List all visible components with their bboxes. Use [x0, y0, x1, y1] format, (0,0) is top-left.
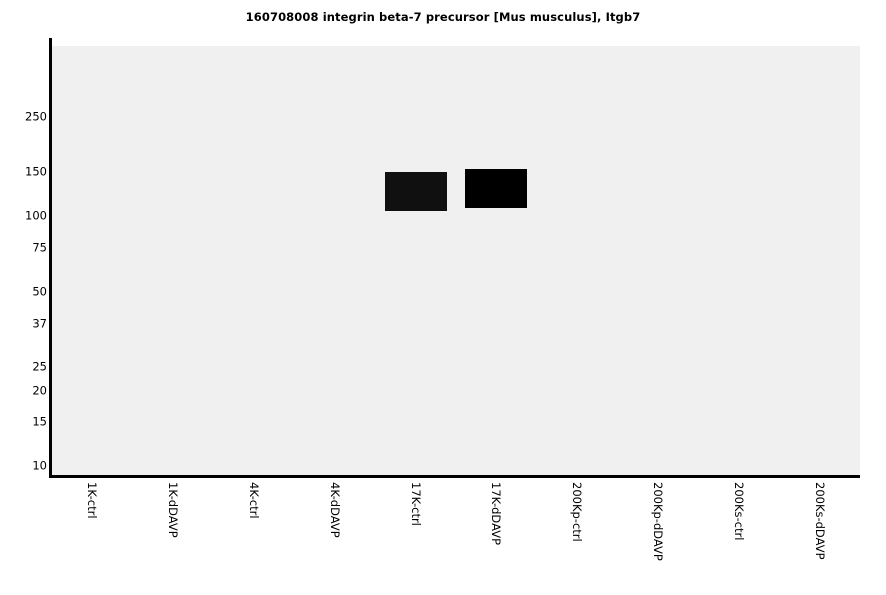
y-tick-label: 20	[32, 383, 47, 398]
x-tick-label-200kp-ddavp: 200Kp-dDAVP	[651, 482, 665, 561]
plot-area	[52, 46, 860, 477]
y-tick-label: 15	[32, 414, 47, 429]
protein-band-17k-ctrl	[384, 172, 447, 212]
y-axis-spine	[49, 38, 52, 478]
x-tick-label-17k-ddavp: 17K-dDAVP	[489, 482, 504, 546]
y-tick-label: 100	[25, 208, 47, 223]
y-tick-label: 150	[25, 164, 47, 179]
x-tick-label-200kp-ctrl: 200Kp-ctrl	[570, 482, 585, 542]
x-tick-label-17k-ctrl: 17K-ctrl	[408, 482, 423, 526]
y-tick-label: 25	[32, 358, 47, 373]
x-tick-label-200ks-ctrl: 200Ks-ctrl	[731, 482, 746, 541]
x-tick-label-200ks-ddavp: 200Ks-dDAVP	[812, 482, 827, 560]
x-tick-label-4k-ddavp: 4K-dDAVP	[327, 482, 342, 538]
y-axis-tick-labels: 250 150 100 75 50 37 25 20 15 10	[0, 0, 47, 595]
x-tick-label-1k-ctrl: 1K-ctrl	[85, 482, 100, 519]
x-tick-label-1k-ddavp: 1K-dDAVP	[166, 482, 181, 538]
protein-band-17k-ddavp	[465, 168, 528, 208]
x-axis-spine	[49, 475, 860, 478]
y-tick-label: 250	[25, 109, 47, 124]
y-tick-label: 10	[32, 458, 47, 473]
y-tick-label: 37	[32, 316, 47, 331]
x-tick-label-4k-ctrl: 4K-ctrl	[247, 482, 261, 519]
page-title: 160708008 integrin beta-7 precursor [Mus…	[245, 10, 641, 24]
y-tick-label: 50	[32, 283, 47, 298]
y-tick-label: 75	[32, 239, 47, 254]
